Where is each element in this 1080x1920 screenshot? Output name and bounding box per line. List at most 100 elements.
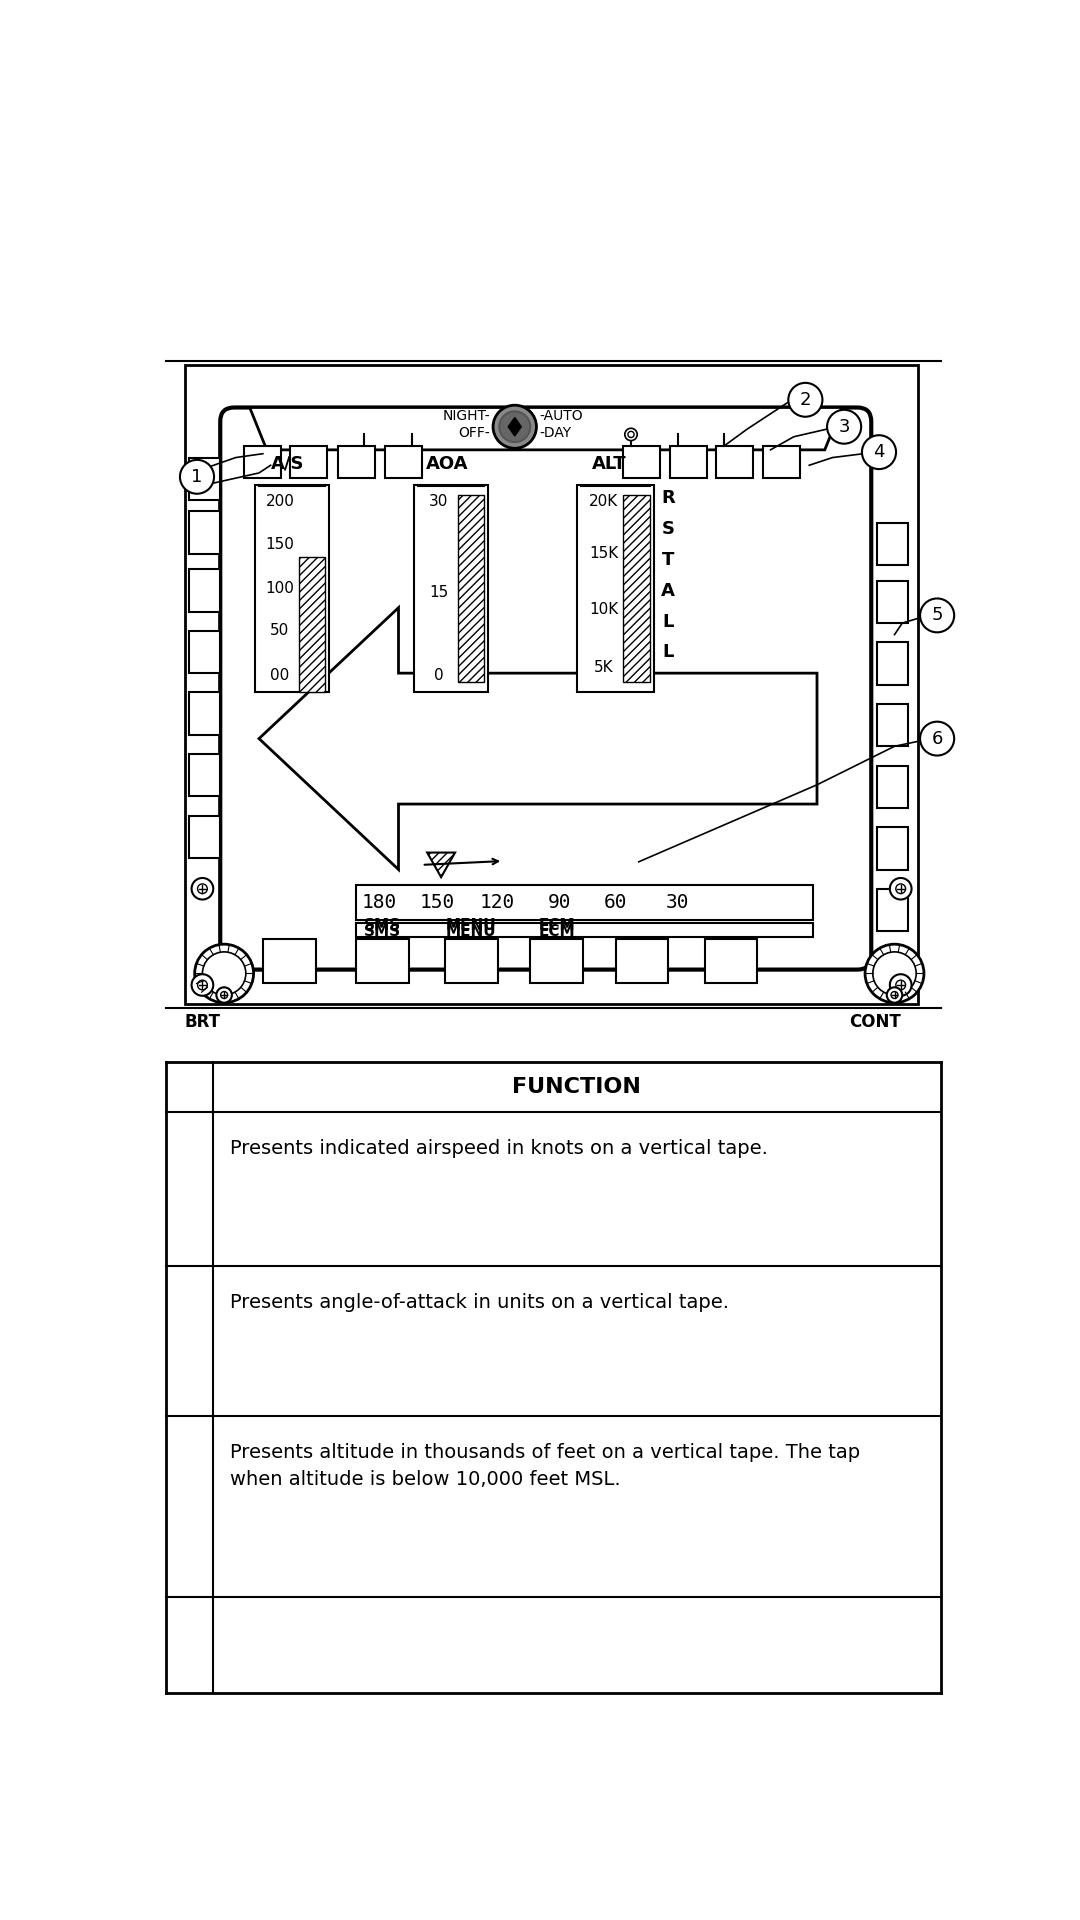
Text: Presents angle-of-attack in units on a vertical tape.: Presents angle-of-attack in units on a v…	[230, 1292, 729, 1311]
Circle shape	[499, 411, 530, 442]
Polygon shape	[259, 609, 816, 870]
Bar	[877, 766, 908, 808]
Text: 50: 50	[270, 624, 289, 637]
Bar	[255, 484, 328, 693]
Text: 60: 60	[604, 893, 627, 912]
Bar	[877, 705, 908, 747]
Circle shape	[180, 461, 214, 493]
Text: 5: 5	[931, 607, 943, 624]
Circle shape	[198, 979, 207, 991]
Circle shape	[202, 952, 246, 995]
Text: SMS: SMS	[364, 924, 401, 939]
Bar	[877, 522, 908, 564]
Text: 00: 00	[270, 668, 289, 684]
Circle shape	[873, 952, 916, 995]
Circle shape	[891, 991, 897, 998]
Bar	[616, 939, 669, 983]
Bar	[877, 828, 908, 870]
Text: 10K: 10K	[590, 601, 619, 616]
Circle shape	[627, 432, 634, 438]
Bar	[338, 445, 375, 478]
Text: MENU: MENU	[446, 918, 497, 933]
Circle shape	[895, 979, 906, 991]
Text: A/S: A/S	[271, 455, 305, 472]
Bar	[356, 939, 408, 983]
Text: SMS: SMS	[364, 918, 401, 933]
Text: R: R	[661, 490, 675, 507]
Text: L: L	[662, 612, 674, 630]
Bar	[530, 939, 583, 983]
Bar	[762, 445, 800, 478]
Text: S: S	[662, 520, 675, 538]
Bar	[189, 816, 220, 858]
Text: 30: 30	[429, 493, 448, 509]
Text: ECM: ECM	[538, 924, 575, 939]
Text: AOA: AOA	[426, 455, 469, 472]
Bar	[356, 885, 813, 920]
Text: 1: 1	[191, 468, 203, 486]
Circle shape	[895, 883, 906, 893]
Circle shape	[191, 973, 213, 996]
Text: Presents indicated airspeed in knots on a vertical tape.: Presents indicated airspeed in knots on …	[230, 1139, 768, 1158]
Circle shape	[890, 877, 912, 900]
Text: 150: 150	[420, 893, 455, 912]
Bar	[356, 924, 813, 937]
Text: 3: 3	[838, 419, 850, 436]
Bar	[704, 939, 757, 983]
Circle shape	[216, 987, 232, 1002]
Text: A: A	[661, 582, 675, 599]
Polygon shape	[509, 417, 522, 436]
Circle shape	[194, 945, 254, 1002]
Circle shape	[191, 877, 213, 900]
Text: OFF-: OFF-	[458, 426, 490, 440]
Bar	[189, 755, 220, 797]
Text: CONT: CONT	[849, 1014, 901, 1031]
Circle shape	[788, 382, 823, 417]
Text: when altitude is below 10,000 feet MSL.: when altitude is below 10,000 feet MSL.	[230, 1471, 620, 1490]
Text: Presents altitude in thousands of feet on a vertical tape. The tap: Presents altitude in thousands of feet o…	[230, 1444, 860, 1463]
Circle shape	[862, 436, 896, 468]
Bar	[623, 445, 661, 478]
Bar	[243, 445, 281, 478]
Bar	[670, 445, 707, 478]
Circle shape	[220, 991, 228, 998]
Text: -AUTO: -AUTO	[540, 409, 583, 422]
Bar	[716, 445, 754, 478]
Text: 30: 30	[665, 893, 689, 912]
Text: 4: 4	[874, 444, 885, 461]
Circle shape	[494, 405, 537, 447]
Circle shape	[887, 987, 902, 1002]
Text: 120: 120	[481, 893, 515, 912]
Text: FUNCTION: FUNCTION	[512, 1077, 642, 1096]
Text: 15: 15	[429, 586, 448, 599]
Text: -DAY: -DAY	[540, 426, 571, 440]
Bar	[189, 457, 220, 499]
Bar	[414, 484, 488, 693]
Text: 15K: 15K	[590, 547, 619, 561]
Text: 200: 200	[266, 493, 295, 509]
Bar	[458, 495, 484, 682]
Polygon shape	[428, 852, 455, 877]
Text: 150: 150	[266, 538, 295, 553]
Text: 6: 6	[931, 730, 943, 747]
Bar	[189, 632, 220, 674]
Text: 2: 2	[799, 392, 811, 409]
Bar	[623, 495, 650, 682]
Circle shape	[198, 883, 207, 893]
Bar	[445, 939, 498, 983]
FancyBboxPatch shape	[220, 407, 872, 970]
Bar	[189, 511, 220, 553]
Polygon shape	[249, 407, 841, 449]
Text: ECM: ECM	[538, 918, 575, 933]
Bar	[877, 580, 908, 624]
Text: MENU: MENU	[446, 924, 497, 939]
Text: L: L	[662, 643, 674, 660]
Circle shape	[920, 599, 954, 632]
Circle shape	[827, 409, 861, 444]
Text: 90: 90	[548, 893, 571, 912]
Text: 5K: 5K	[594, 660, 613, 676]
Circle shape	[625, 428, 637, 440]
Bar	[299, 557, 325, 693]
Bar	[291, 445, 327, 478]
Circle shape	[920, 722, 954, 756]
